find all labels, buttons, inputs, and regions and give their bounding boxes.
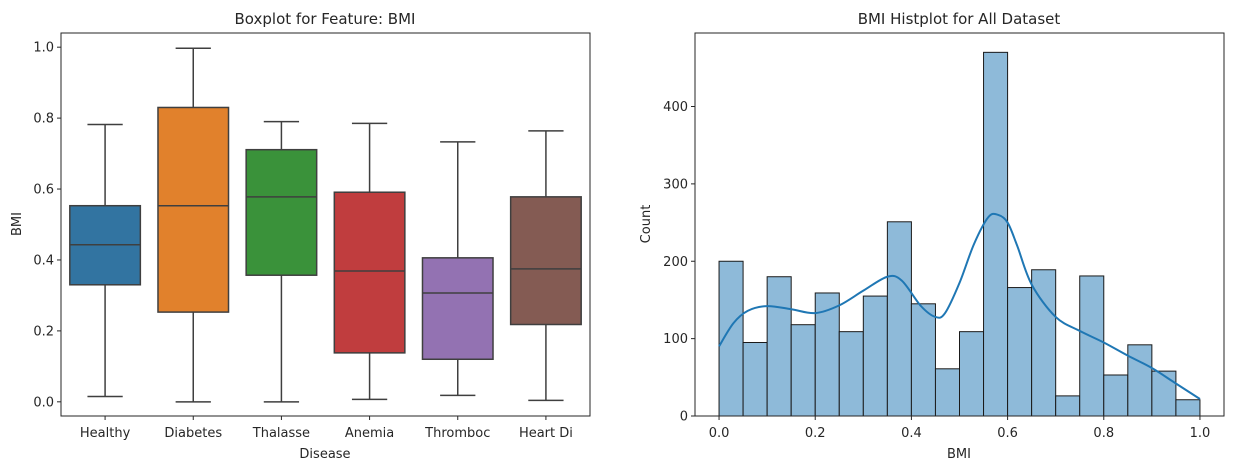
- y-tick-label: 400: [663, 100, 688, 115]
- box-heart-di: [509, 130, 582, 402]
- x-tick-label: 0.4: [901, 426, 922, 441]
- histogram-bar: [959, 331, 985, 417]
- histogram-bar: [742, 341, 768, 417]
- histogram-title: BMI Histplot for All Dataset: [858, 10, 1061, 28]
- histogram-bar: [814, 292, 840, 417]
- box-iqr: [421, 257, 494, 361]
- histogram-y-axis-label: Count: [639, 205, 654, 244]
- histogram-x-axis-label: BMI: [947, 447, 971, 462]
- boxplot-panel: Boxplot for Feature: BMI Healthy Diabetes…: [10, 10, 591, 462]
- x-tick-label: 0.0: [709, 426, 730, 441]
- histogram-bar: [1127, 344, 1153, 417]
- histogram-bar: [934, 368, 960, 417]
- box-anemia: [333, 122, 406, 401]
- histogram-bar: [1055, 395, 1081, 417]
- histogram-bar: [838, 331, 864, 417]
- box-iqr: [157, 106, 230, 313]
- histogram-bar: [862, 295, 888, 417]
- histogram-bar: [910, 303, 936, 417]
- box-thromboc: [421, 141, 494, 397]
- y-tick-label: 300: [663, 177, 688, 192]
- x-tick-label: Diabetes: [164, 426, 222, 441]
- box-thalasse: [245, 120, 318, 403]
- box-healthy: [69, 123, 142, 398]
- histogram-bar: [766, 276, 792, 417]
- y-tick-label: 0.2: [33, 324, 54, 339]
- box-iqr: [509, 196, 582, 326]
- y-tick-label: 0.4: [33, 253, 54, 268]
- histogram-bar: [1175, 399, 1201, 417]
- box-iqr: [245, 148, 318, 276]
- y-tick-label: 0.6: [33, 183, 54, 198]
- x-tick-label: Healthy: [80, 426, 131, 441]
- x-tick-label: 0.2: [805, 426, 826, 441]
- y-tick-label: 1.0: [33, 41, 54, 56]
- y-tick-label: 0.8: [33, 112, 54, 127]
- x-tick-label: 0.6: [997, 426, 1018, 441]
- histogram-bar: [1007, 287, 1033, 417]
- x-tick-label: 0.8: [1093, 426, 1114, 441]
- histogram-bar: [1151, 370, 1177, 417]
- x-tick-label: 1.0: [1190, 426, 1211, 441]
- histogram-plot-area: 0.0 0.2 0.4 0.6 0.8 1.0 0 100 200 300 400: [663, 32, 1225, 441]
- box-iqr: [333, 191, 406, 354]
- y-tick-label: 200: [663, 255, 688, 270]
- histogram-panel: BMI Histplot for All Dataset 0.0 0.2 0.4 0.…: [639, 10, 1225, 462]
- y-tick-label: 0: [680, 410, 688, 425]
- histogram-bar: [983, 51, 1009, 417]
- x-tick-label: Anemia: [345, 426, 394, 441]
- histogram-frame: [694, 32, 1225, 417]
- x-tick-label: Thalasse: [252, 426, 310, 441]
- histogram-bar: [790, 324, 816, 417]
- histogram-bar: [1103, 374, 1129, 417]
- boxplot-x-axis-label: Disease: [299, 447, 350, 462]
- boxplot-frame: [60, 32, 591, 417]
- boxplot-y-axis-label: BMI: [10, 212, 25, 236]
- x-tick-label: Heart Di: [519, 426, 573, 441]
- box-diabetes: [157, 47, 230, 403]
- y-tick-label: 0.0: [33, 395, 54, 410]
- histogram-bar: [1079, 275, 1105, 417]
- kde-line: [718, 212, 1201, 400]
- y-tick-label: 100: [663, 332, 688, 347]
- x-tick-label: Thromboc: [424, 426, 490, 441]
- histogram-bar: [886, 221, 912, 417]
- boxplot-plot-area: Healthy Diabetes Thalasse Anemia Thromboc Hea…: [33, 32, 591, 441]
- boxplot-title: Boxplot for Feature: BMI: [235, 10, 416, 28]
